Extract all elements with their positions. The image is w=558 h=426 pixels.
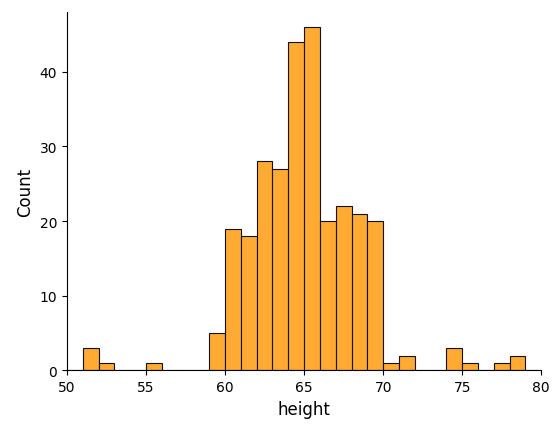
Bar	[146, 363, 162, 371]
Bar	[209, 333, 225, 371]
Y-axis label: Count: Count	[16, 167, 34, 216]
Bar	[225, 229, 241, 371]
Bar	[257, 162, 272, 371]
Bar	[509, 356, 526, 371]
Bar	[83, 348, 99, 371]
Bar	[494, 363, 509, 371]
Bar	[288, 43, 304, 371]
Bar	[446, 348, 462, 371]
Bar	[304, 28, 320, 371]
Bar	[399, 356, 415, 371]
Bar	[320, 222, 336, 371]
Bar	[383, 363, 399, 371]
Bar	[99, 363, 114, 371]
Bar	[462, 363, 478, 371]
Bar	[241, 236, 257, 371]
Bar	[352, 214, 367, 371]
Bar	[336, 207, 352, 371]
Bar	[367, 222, 383, 371]
Bar	[272, 169, 288, 371]
X-axis label: height: height	[278, 400, 330, 418]
